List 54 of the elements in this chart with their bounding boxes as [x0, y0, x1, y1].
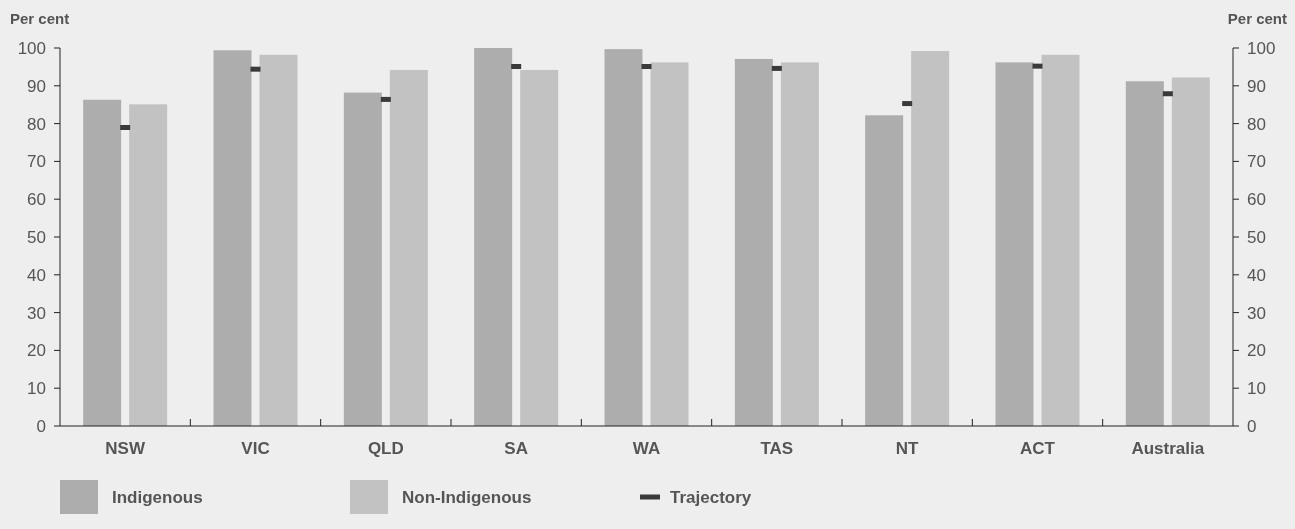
bar — [865, 115, 904, 426]
bar — [995, 62, 1034, 426]
y2-tick-label: 40 — [1247, 265, 1266, 285]
bar — [734, 58, 773, 426]
legend-label: Trajectory — [670, 487, 752, 507]
y-tick-label: 60 — [27, 190, 46, 210]
y2-tick-label: 10 — [1247, 379, 1266, 399]
x-tick-label: WA — [632, 439, 661, 458]
bar — [129, 104, 168, 426]
y-tick-label: 40 — [27, 265, 46, 285]
y-tick-label: 30 — [27, 303, 46, 323]
y2-tick-label: 50 — [1247, 227, 1266, 247]
bar — [1171, 77, 1210, 426]
x-tick-label: TAS — [760, 439, 794, 458]
y2-tick-label: 70 — [1247, 152, 1266, 172]
y2-tick-label: 60 — [1247, 190, 1266, 210]
bar — [389, 69, 428, 426]
y-tick-label: 90 — [27, 76, 46, 96]
bar — [474, 48, 513, 426]
y2-tick-label: 0 — [1247, 416, 1257, 436]
legend-label: Non-Indigenous — [402, 487, 532, 507]
bar — [213, 50, 252, 426]
x-tick-label: VIC — [241, 439, 270, 458]
bar — [259, 54, 298, 426]
bar — [650, 62, 689, 426]
x-tick-label: NSW — [105, 439, 146, 458]
y-tick-label: 0 — [36, 416, 46, 436]
y-tick-label: 10 — [27, 379, 46, 399]
bar — [604, 49, 643, 426]
bar — [1041, 54, 1080, 426]
y-tick-label: 70 — [27, 152, 46, 172]
y2-tick-label: 30 — [1247, 303, 1266, 323]
x-tick-label: SA — [504, 439, 528, 458]
y2-tick-label: 80 — [1247, 114, 1266, 134]
x-tick-label: ACT — [1020, 439, 1056, 458]
x-tick-label: QLD — [367, 439, 404, 458]
legend-label: Indigenous — [112, 487, 203, 507]
x-tick-label: Australia — [1131, 439, 1205, 458]
bar — [911, 51, 950, 426]
y-tick-label: 100 — [17, 38, 46, 58]
y2-tick-label: 100 — [1247, 38, 1276, 58]
x-tick-label: NT — [895, 439, 920, 458]
y2-tick-label: 20 — [1247, 341, 1266, 361]
bar — [520, 69, 559, 426]
y-tick-label: 50 — [27, 227, 46, 247]
bar — [83, 99, 122, 426]
y2-axis-title: Per cent — [1227, 10, 1287, 27]
y-tick-label: 20 — [27, 341, 46, 361]
y-tick-label: 80 — [27, 114, 46, 134]
bar — [343, 92, 382, 426]
y-axis-title: Per cent — [10, 10, 70, 27]
bar — [1125, 81, 1164, 426]
y2-tick-label: 90 — [1247, 76, 1266, 96]
bar — [780, 62, 819, 426]
